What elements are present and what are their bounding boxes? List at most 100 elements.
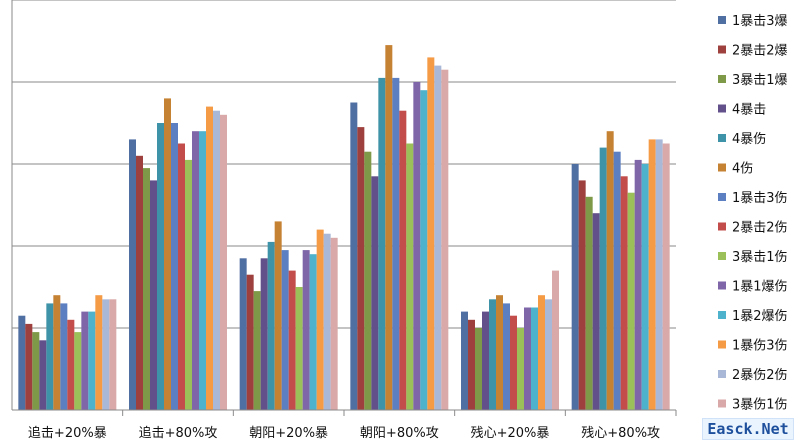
- legend-swatch: [718, 45, 726, 54]
- legend-swatch: [718, 340, 726, 349]
- bar: [385, 45, 393, 410]
- x-tick-labels: 追击+20%暴 追击+80%攻 朝阳+20%暴 朝阳+80%攻 残心+20%暴 残心+80…: [28, 425, 660, 441]
- legend-label: 1暴伤3伤: [732, 339, 788, 354]
- bar: [599, 147, 607, 410]
- bar: [302, 250, 310, 410]
- bars: [18, 45, 670, 411]
- bar: [95, 295, 103, 410]
- x-tick-label: 残心+80%攻: [581, 426, 660, 441]
- bar: [545, 299, 552, 410]
- legend-label: 1暴2爆伤: [732, 309, 788, 324]
- axes: [11, 0, 677, 416]
- bar: [434, 65, 442, 410]
- bar: [585, 196, 593, 410]
- bar: [288, 270, 296, 410]
- legend-label: 2暴伤2伤: [732, 368, 788, 383]
- bar: [136, 155, 143, 410]
- bar: [220, 114, 227, 411]
- bar: [531, 307, 538, 410]
- legend-swatch: [718, 399, 726, 408]
- bar: [323, 233, 331, 410]
- bar: [427, 57, 435, 411]
- bar: [39, 340, 47, 410]
- bar: [309, 254, 317, 410]
- bar: [441, 69, 449, 410]
- bar: [239, 258, 247, 410]
- legend-label: 2暴击2爆: [732, 44, 788, 59]
- x-tick-label: 追击+80%攻: [139, 425, 218, 441]
- bar: [662, 143, 670, 410]
- legend-swatch: [718, 104, 726, 113]
- bar: [102, 299, 110, 410]
- bar: [281, 250, 289, 410]
- legend-label: 3暴击1爆: [732, 73, 788, 88]
- bar: [274, 221, 282, 410]
- bar: [143, 168, 150, 410]
- bar: [552, 270, 559, 410]
- legend-label: 2暴击2伤: [732, 221, 788, 236]
- bar: [461, 311, 468, 410]
- legend-label: 3暴击1伤: [732, 250, 788, 265]
- legend-swatch: [718, 134, 726, 142]
- bar: [482, 311, 489, 410]
- bar: [634, 159, 642, 410]
- bar: [613, 151, 621, 410]
- legend-label: 4暴击: [732, 103, 766, 118]
- bar: [357, 127, 365, 410]
- bar: [81, 311, 89, 410]
- bar: [475, 328, 482, 410]
- bar: [350, 102, 358, 410]
- bar: [330, 237, 338, 410]
- bar: [88, 311, 96, 410]
- bar: [67, 319, 75, 410]
- bar: [468, 319, 475, 410]
- bar: [164, 98, 171, 411]
- bar: [74, 332, 82, 410]
- x-tick-label: 朝阳+20%暴: [249, 426, 328, 441]
- bar: [503, 303, 510, 410]
- bar: [420, 90, 428, 410]
- legend-swatch: [718, 370, 726, 378]
- legend-swatch: [718, 281, 726, 290]
- bar: [129, 139, 136, 410]
- legend-label: 1暴1爆伤: [732, 280, 788, 295]
- legend-swatch: [718, 252, 726, 260]
- bar: [316, 229, 324, 410]
- legend-label: 1暴击3爆: [732, 14, 788, 29]
- bar: [32, 332, 40, 410]
- bar: [150, 180, 157, 410]
- bar: [253, 291, 261, 410]
- bar: [627, 192, 635, 410]
- bar: [171, 123, 178, 410]
- bar: [213, 110, 220, 410]
- bar: [260, 258, 268, 410]
- bar: [60, 303, 68, 410]
- watermark-logo: Easck.Net: [702, 418, 794, 440]
- legend-swatch: [718, 311, 726, 319]
- legend-swatch: [718, 222, 726, 231]
- bar: [364, 151, 372, 410]
- bar: [371, 176, 379, 410]
- bar: [192, 131, 199, 410]
- bar: [199, 131, 206, 410]
- bar: [53, 295, 61, 410]
- legend-swatch: [718, 16, 726, 24]
- legend-swatch: [718, 163, 726, 172]
- legend-label: 3暴伤1伤: [732, 398, 788, 413]
- bar: [655, 139, 663, 410]
- bar: [267, 241, 275, 410]
- bar: [206, 106, 213, 410]
- legend: 1暴击3爆 2暴击2爆 3暴击1爆 4暴击 4暴伤 4伤 1暴击3伤 2暴击2伤 3暴击1伤 1暴…: [718, 14, 788, 413]
- bar: [571, 164, 579, 410]
- bar: [489, 299, 496, 410]
- bar: [246, 274, 254, 410]
- x-tick-label: 追击+20%暴: [28, 425, 107, 441]
- legend-label: 4伤: [732, 162, 753, 177]
- bar: [578, 180, 586, 410]
- bar: [157, 123, 164, 410]
- bar: [517, 328, 524, 410]
- legend-label: 4暴伤: [732, 132, 766, 147]
- bar: [641, 164, 649, 410]
- legend-swatch: [718, 193, 726, 201]
